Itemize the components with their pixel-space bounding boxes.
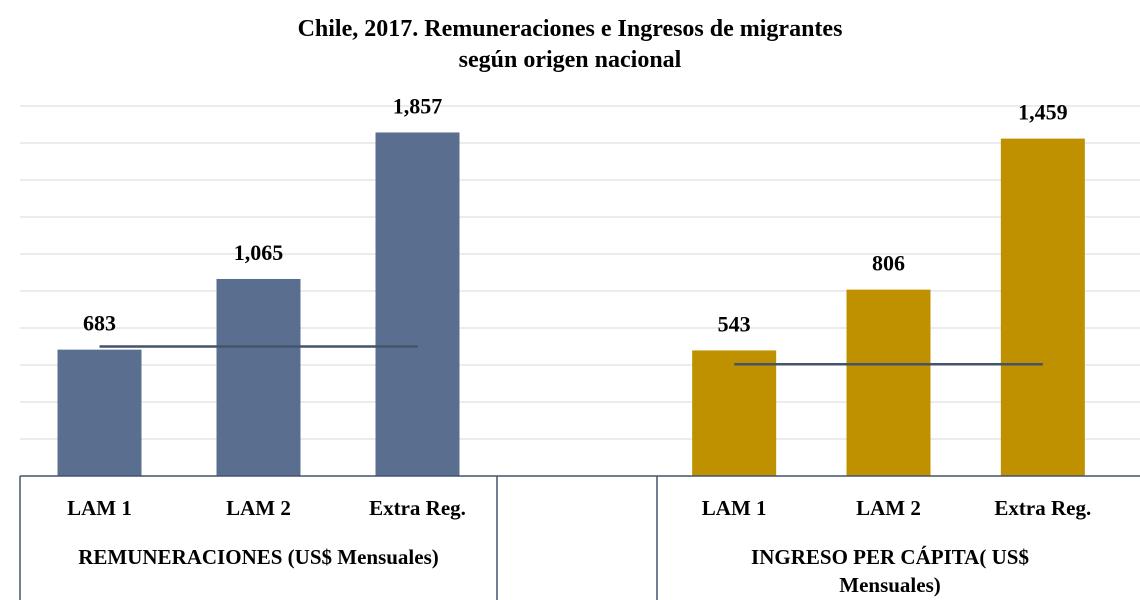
x-tick-label: Extra Reg. (369, 496, 466, 520)
bar (216, 278, 301, 476)
data-label: 1,065 (234, 240, 284, 265)
x-tick-label: LAM 1 (67, 496, 132, 520)
data-label: 806 (872, 251, 905, 276)
bar (846, 289, 931, 476)
data-label: 1,459 (1018, 100, 1068, 125)
group-label: INGRESO PER CÁPITA( US$ Mensuales) (751, 545, 1029, 597)
bar (1000, 138, 1085, 476)
data-label: 683 (83, 311, 116, 336)
x-tick-label: LAM 1 (702, 496, 767, 520)
x-tick-label: LAM 2 (226, 496, 291, 520)
group-label: REMUNERACIONES (US$ Mensuales) (78, 545, 439, 569)
data-label: 543 (718, 311, 751, 336)
x-tick-label: LAM 2 (856, 496, 921, 520)
chart-title: Chile, 2017. Remuneraciones e Ingresos d… (297, 16, 843, 73)
x-tick-label: Extra Reg. (994, 496, 1091, 520)
bar (57, 349, 142, 476)
data-label: 1,857 (393, 94, 443, 119)
bar (692, 350, 777, 476)
bar (375, 132, 460, 476)
